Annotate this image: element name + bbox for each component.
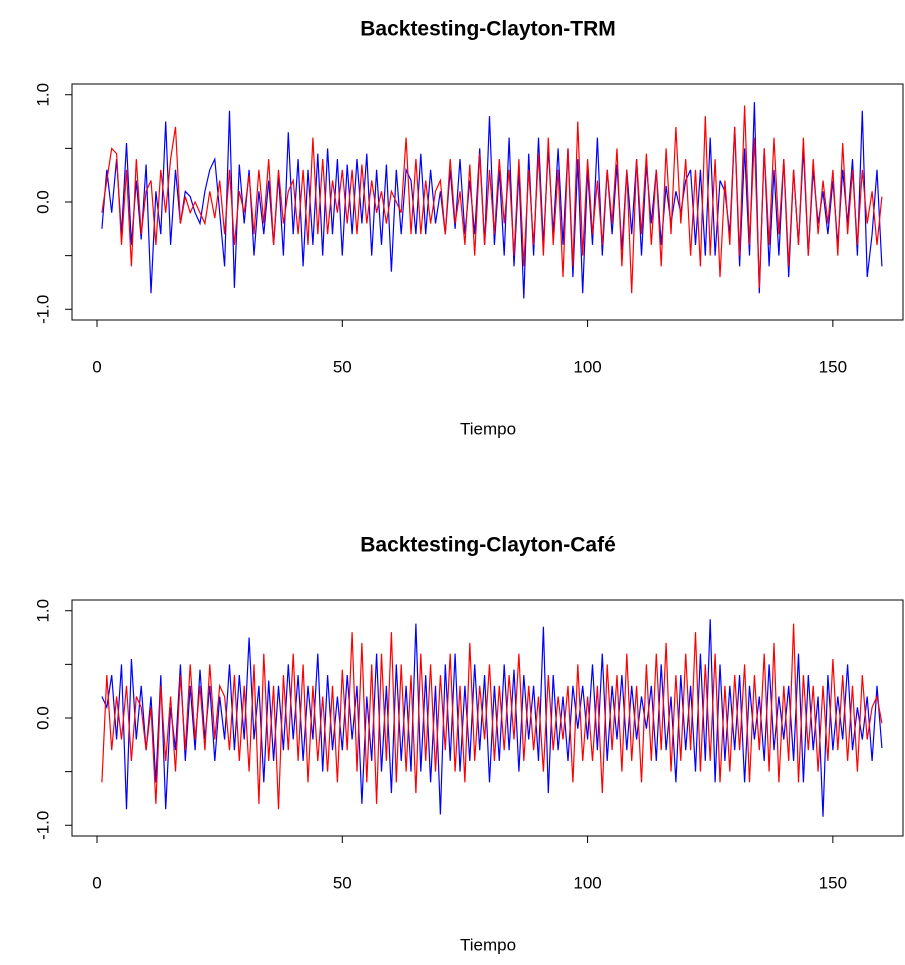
chart-title: Backtesting-Clayton-TRM	[360, 18, 616, 41]
y-tick-label: 0.0	[33, 706, 52, 730]
chart-panel: Backtesting-Clayton-Café -1.0 0.0 1.0 0 50 100…	[33, 534, 904, 954]
x-tick-label: 100	[573, 873, 601, 892]
x-tick-label: 150	[819, 873, 847, 892]
x-axis-label: Tiempo	[460, 935, 516, 954]
y-tick-label: -1.0	[33, 295, 52, 324]
x-tick-label: 150	[819, 357, 847, 376]
x-axis-label: Tiempo	[460, 419, 516, 438]
x-tick-label: 0	[92, 873, 101, 892]
x-tick-label: 0	[92, 357, 101, 376]
x-tick-label: 100	[573, 357, 601, 376]
y-tick-label: 1.0	[33, 83, 52, 107]
x-tick-label: 50	[333, 357, 352, 376]
y-tick-label: 1.0	[33, 599, 52, 623]
data-line	[101, 623, 883, 810]
chart-panel: Backtesting-Clayton-TRM -1.0 0.0 1.0 0 50 100 1…	[33, 18, 904, 438]
y-tick-label: -1.0	[33, 811, 52, 840]
y-tick-label: 0.0	[33, 190, 52, 214]
data-line	[101, 105, 883, 294]
x-tick-label: 50	[333, 873, 352, 892]
chart-title: Backtesting-Clayton-Café	[360, 534, 616, 557]
